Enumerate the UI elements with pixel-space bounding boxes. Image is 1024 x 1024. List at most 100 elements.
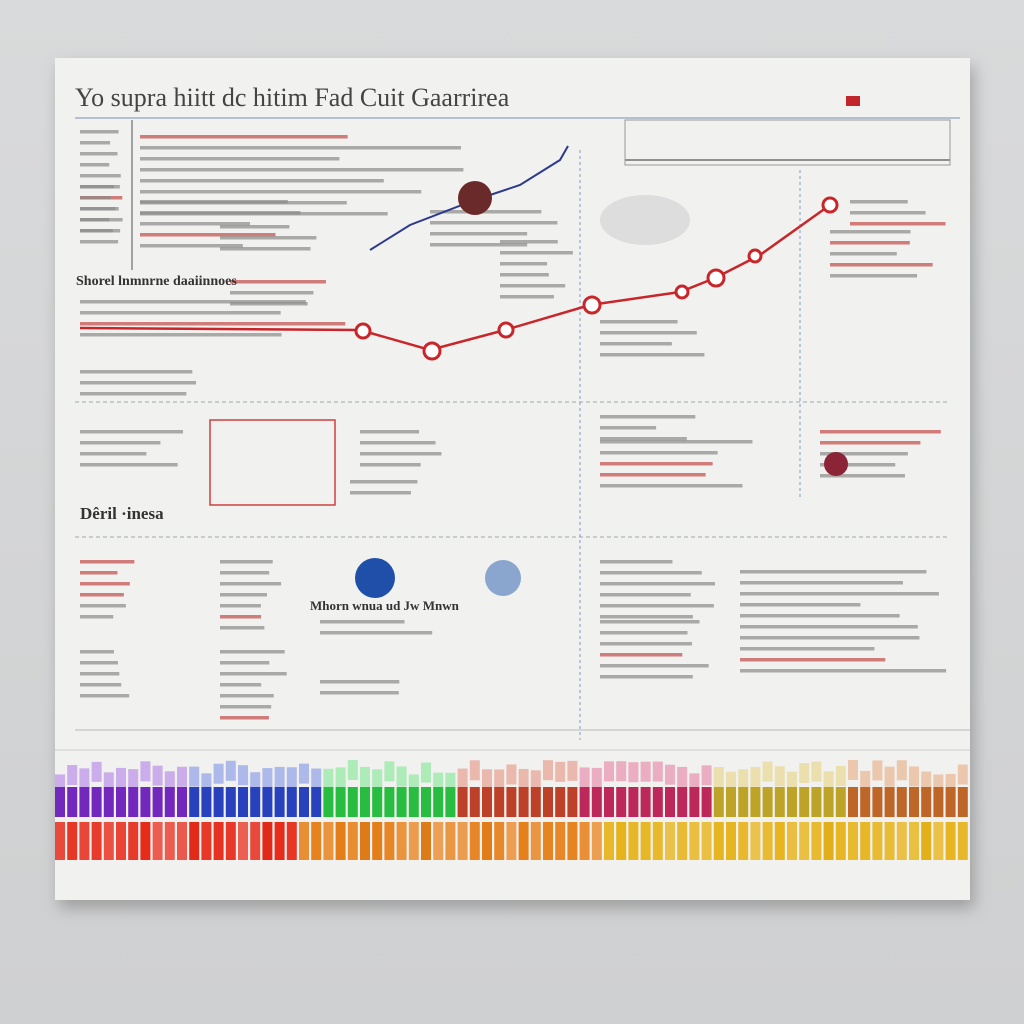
- strip-mid: [421, 787, 431, 817]
- strip-mid: [555, 787, 566, 817]
- placeholder-line: [830, 263, 933, 267]
- strip-mid: [128, 787, 139, 817]
- strip-low: [860, 822, 871, 860]
- strip-low: [262, 822, 273, 860]
- strip-mid: [238, 787, 248, 817]
- strip-low: [652, 822, 663, 860]
- strip-top: [701, 765, 712, 786]
- placeholder-line: [140, 244, 243, 248]
- placeholder-line: [320, 680, 400, 684]
- strip-low: [286, 822, 297, 860]
- strip-mid: [701, 787, 712, 817]
- placeholder-line: [740, 636, 920, 640]
- strip-mid: [518, 787, 529, 817]
- strip-low: [238, 822, 248, 860]
- strip-top: [555, 761, 566, 782]
- strip-low: [909, 822, 919, 860]
- strip-low: [823, 822, 834, 860]
- placeholder-line: [220, 694, 274, 698]
- strip-top: [848, 760, 858, 781]
- placeholder-line: [220, 626, 265, 630]
- strip-top: [896, 760, 907, 781]
- placeholder-line: [230, 302, 308, 306]
- placeholder-line: [80, 683, 122, 687]
- placeholder-line: [600, 440, 753, 444]
- placeholder-line: [600, 353, 705, 357]
- section-heading: Shorel lnmnrne daaiinnoes: [76, 274, 237, 289]
- placeholder-line: [350, 480, 418, 484]
- placeholder-line: [600, 631, 688, 635]
- placeholder-line: [80, 571, 118, 575]
- strip-mid: [872, 787, 883, 817]
- strip-mid: [396, 787, 407, 817]
- placeholder-line: [80, 441, 161, 445]
- placeholder-line: [220, 672, 287, 676]
- placeholder-line: [600, 593, 691, 597]
- color-strip: [55, 760, 968, 860]
- strip-top: [213, 763, 224, 784]
- strip-mid: [433, 787, 444, 817]
- strip-low: [67, 822, 78, 860]
- strip-low: [250, 822, 261, 860]
- strip-low: [506, 822, 517, 860]
- placeholder-line: [230, 291, 314, 295]
- strip-top: [579, 767, 590, 788]
- placeholder-line: [600, 664, 709, 668]
- strip-top: [323, 768, 334, 789]
- placeholder-line: [830, 252, 897, 256]
- placeholder-line: [740, 570, 927, 574]
- strip-top: [872, 760, 883, 781]
- strip-low: [848, 822, 858, 860]
- placeholder-line: [80, 694, 130, 698]
- strip-mid: [921, 787, 932, 817]
- strip-top: [299, 763, 309, 784]
- strip-mid: [652, 787, 663, 817]
- strip-top: [909, 766, 919, 787]
- placeholder-line: [140, 233, 276, 237]
- placeholder-line: [80, 240, 119, 244]
- strip-mid: [860, 787, 871, 817]
- placeholder-line: [500, 284, 566, 288]
- placeholder-line: [80, 333, 282, 337]
- strip-mid: [884, 787, 895, 817]
- placeholder-line: [140, 190, 422, 194]
- placeholder-line: [80, 582, 130, 586]
- strip-mid: [457, 787, 468, 817]
- strip-low: [713, 822, 724, 860]
- placeholder-line: [360, 441, 436, 445]
- strip-mid: [286, 787, 297, 817]
- placeholder-line: [220, 247, 311, 251]
- placeholder-line: [80, 650, 114, 654]
- strip-low: [591, 822, 602, 860]
- strip-low: [799, 822, 810, 860]
- placeholder-line: [230, 280, 326, 284]
- strip-low: [689, 822, 700, 860]
- strip-top: [469, 760, 480, 781]
- placeholder-line: [740, 625, 918, 629]
- strip-low: [360, 822, 370, 860]
- strip-mid: [799, 787, 810, 817]
- placeholder-line: [820, 463, 896, 467]
- strip-mid: [189, 787, 200, 817]
- strip-mid: [103, 787, 114, 817]
- strip-top: [677, 766, 688, 787]
- strip-low: [628, 822, 639, 860]
- strip-mid: [55, 787, 65, 817]
- strip-low: [103, 822, 114, 860]
- strip-mid: [762, 787, 773, 817]
- placeholder-line: [220, 560, 273, 564]
- placeholder-line: [850, 200, 908, 204]
- strip-top: [604, 761, 614, 782]
- strip-top: [689, 773, 700, 794]
- strip-top: [396, 766, 407, 787]
- placeholder-line: [80, 218, 110, 222]
- strip-top: [238, 765, 248, 786]
- strip-low: [469, 822, 480, 860]
- strip-top: [945, 773, 956, 794]
- strip-top: [774, 766, 785, 787]
- strip-mid: [506, 787, 517, 817]
- placeholder-line: [740, 603, 861, 607]
- strip-low: [177, 822, 187, 860]
- placeholder-line: [80, 207, 116, 211]
- placeholder-line: [80, 322, 346, 326]
